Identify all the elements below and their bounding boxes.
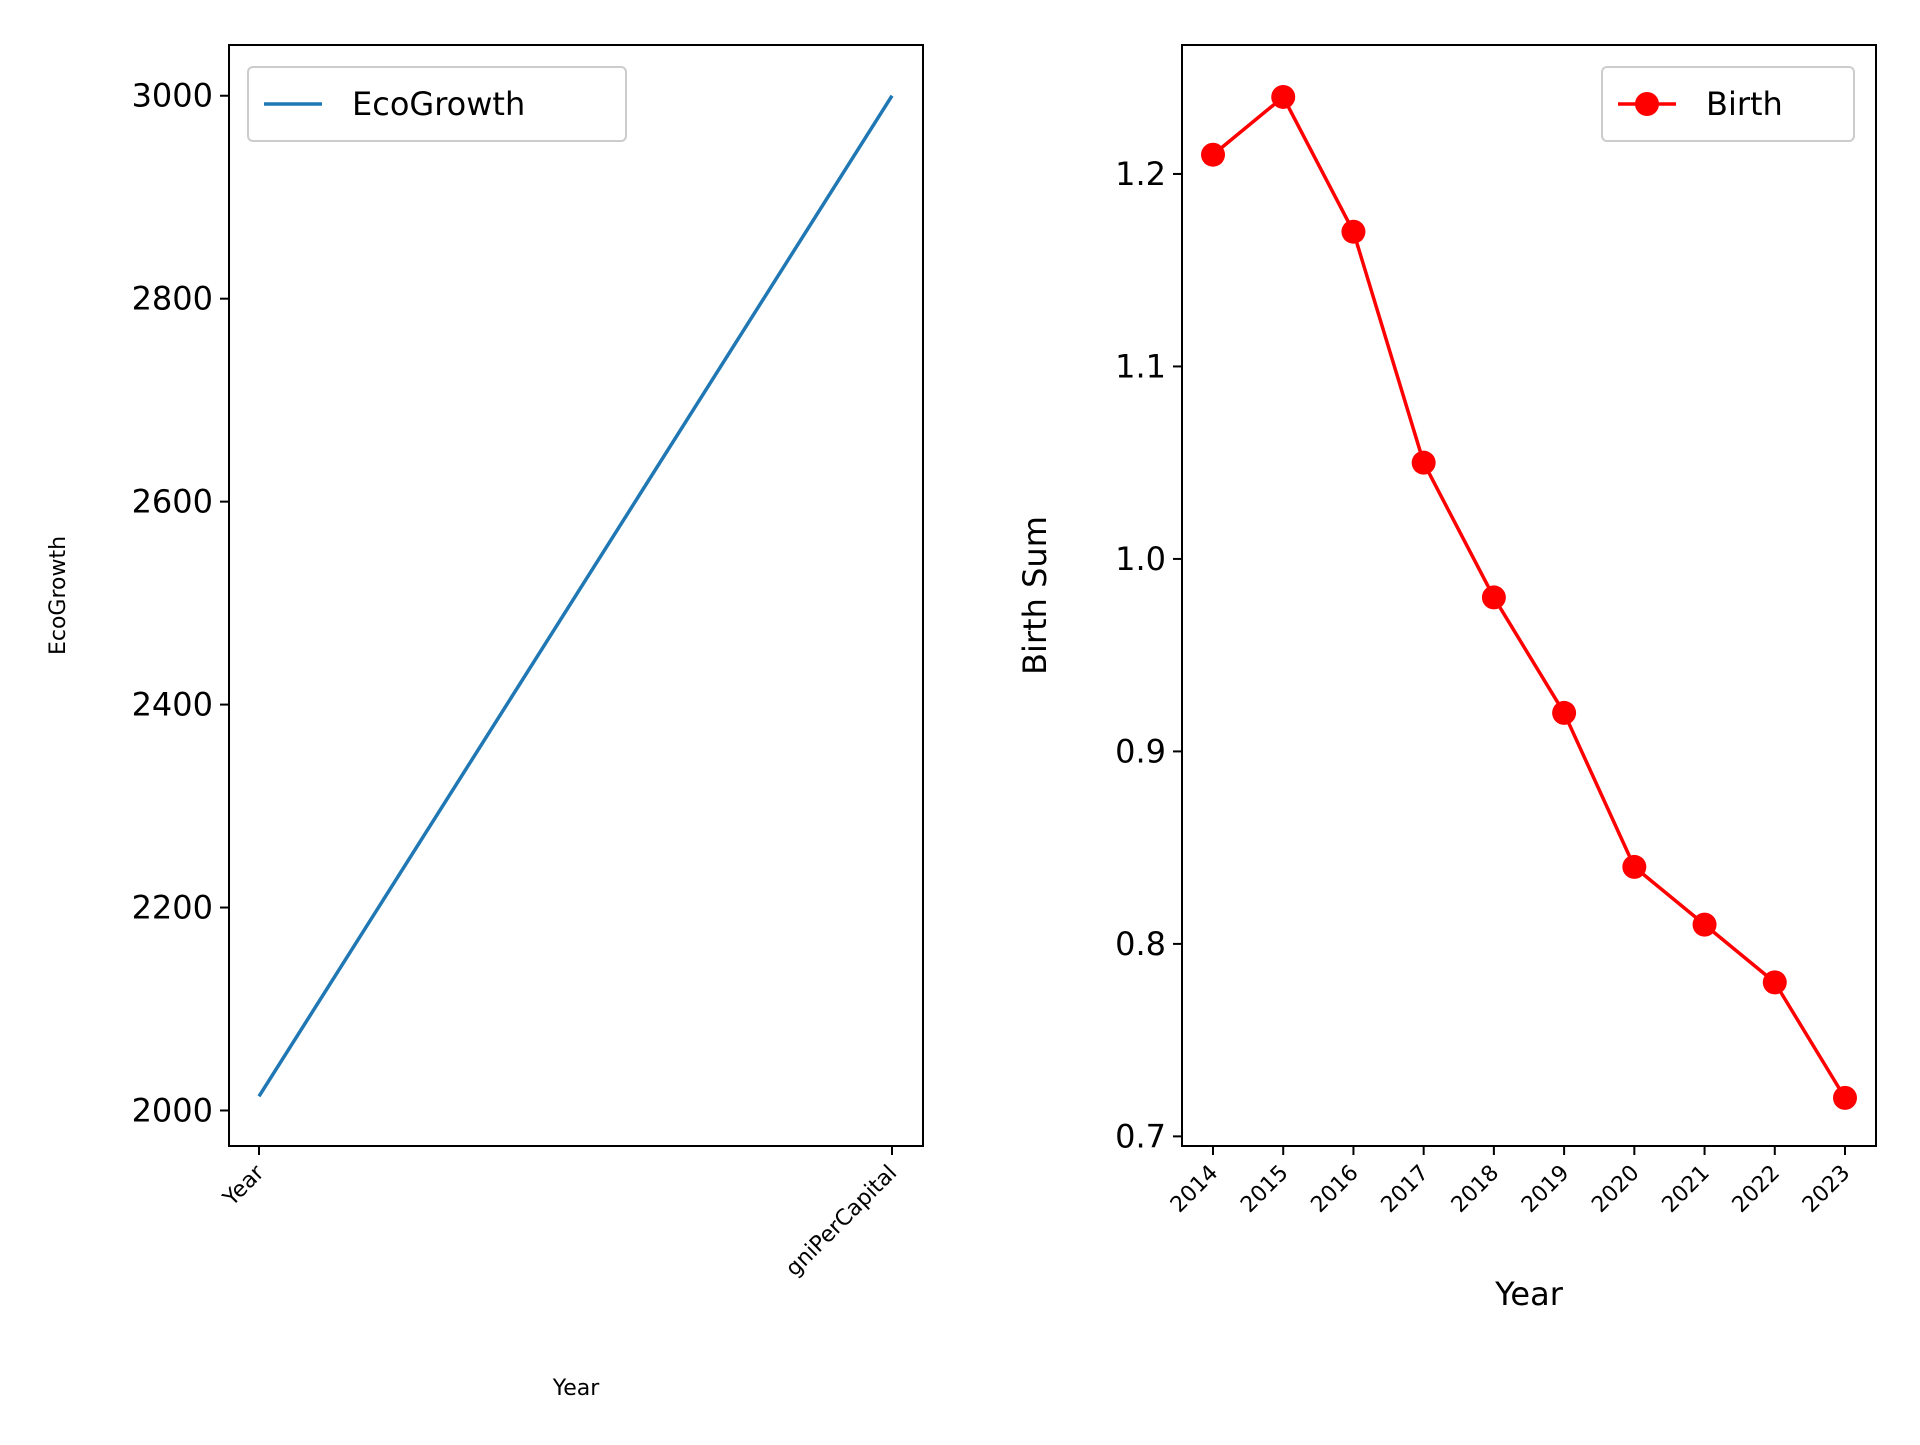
data-point — [1833, 1085, 1857, 1110]
y-tick-label: 2200 — [132, 889, 213, 927]
axes-frame — [228, 44, 924, 1147]
data-point — [1762, 970, 1787, 995]
legend-box — [247, 66, 627, 142]
legend-label: Birth — [1706, 85, 1783, 123]
y-tick-label: 2600 — [132, 483, 213, 521]
data-point — [1411, 450, 1436, 475]
y-tick-label: 3000 — [132, 77, 213, 115]
y-tick-label: 0.8 — [1115, 925, 1166, 963]
data-point — [1552, 700, 1577, 725]
y-tick-label: 1.2 — [1115, 155, 1166, 193]
legend-marker — [1635, 92, 1659, 116]
y-axis-label: EcoGrowth — [46, 536, 71, 655]
series-line-birth — [1211, 95, 1847, 1099]
x-axis-label: Year — [1494, 1275, 1564, 1313]
data-point — [1201, 142, 1225, 167]
legend-label: EcoGrowth — [352, 85, 525, 123]
legend: EcoGrowth — [247, 66, 627, 142]
legend: Birth — [1601, 66, 1855, 142]
series-line-ecogrowth — [257, 94, 894, 1098]
x-axis-label: Year — [552, 1376, 601, 1401]
y-tick-label: 0.7 — [1115, 1117, 1166, 1155]
data-point — [1271, 84, 1296, 109]
y-tick-label: 1.1 — [1115, 347, 1166, 385]
y-tick-label: 2800 — [132, 280, 213, 318]
y-axis-label: Birth Sum — [1016, 516, 1054, 675]
y-tick-label: 0.9 — [1115, 732, 1166, 770]
axes-frame — [1181, 44, 1877, 1147]
y-tick-label: 2400 — [132, 686, 213, 724]
y-tick-label: 1.0 — [1115, 540, 1166, 578]
legend-box — [1601, 66, 1855, 142]
y-tick-label: 2000 — [132, 1091, 213, 1129]
data-point — [1692, 912, 1717, 937]
data-point — [1481, 585, 1506, 610]
data-point — [1341, 219, 1366, 244]
data-point — [1622, 854, 1647, 879]
